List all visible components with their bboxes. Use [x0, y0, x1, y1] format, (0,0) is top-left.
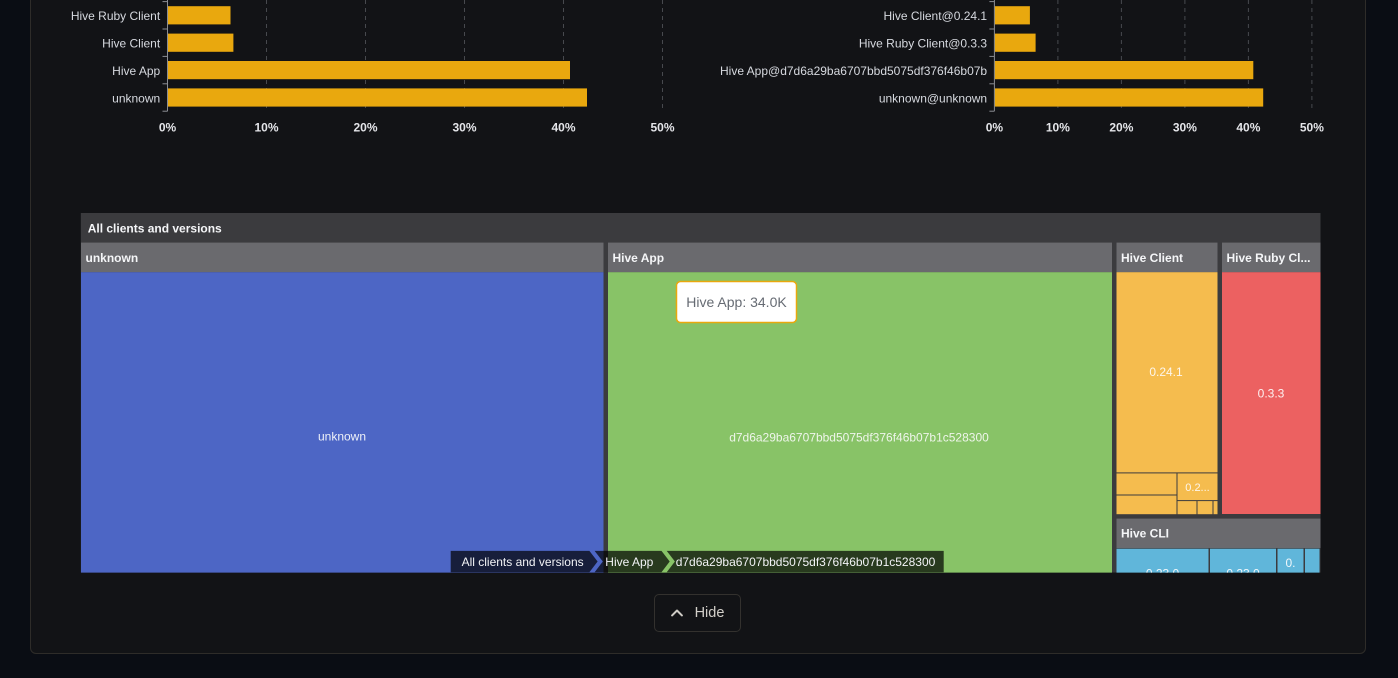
svg-text:Hive App: Hive App — [613, 251, 665, 265]
svg-text:d7d6a29ba6707bbd5075df376f46b0: d7d6a29ba6707bbd5075df376f46b07b1c528300 — [676, 555, 936, 569]
svg-text:0.2...: 0.2... — [1185, 482, 1209, 494]
svg-text:30%: 30% — [1173, 120, 1197, 134]
svg-text:Hive Client: Hive Client — [102, 37, 161, 51]
svg-text:10%: 10% — [1046, 120, 1070, 134]
svg-text:50%: 50% — [1300, 120, 1324, 134]
svg-text:unknown@unknown: unknown@unknown — [879, 91, 987, 105]
svg-text:Hive App: 34.0K: Hive App: 34.0K — [686, 294, 787, 310]
svg-text:All clients and versions: All clients and versions — [462, 555, 584, 569]
svg-text:20%: 20% — [1109, 120, 1133, 134]
svg-text:Hive Client: Hive Client — [1121, 251, 1183, 265]
svg-text:0.24.1: 0.24.1 — [1149, 365, 1183, 379]
svg-text:Hive CLI: Hive CLI — [1121, 527, 1169, 541]
svg-text:unknown: unknown — [318, 430, 366, 444]
svg-text:0%: 0% — [159, 120, 177, 134]
svg-text:Hive Ruby Client: Hive Ruby Client — [71, 9, 161, 23]
svg-text:unknown: unknown — [86, 251, 139, 265]
svg-text:10%: 10% — [254, 120, 278, 134]
svg-text:d7d6a29ba6707bbd5075df376f46b0: d7d6a29ba6707bbd5075df376f46b07b1c528300 — [729, 431, 989, 445]
svg-text:Hive App: Hive App — [605, 555, 653, 569]
svg-text:Hive App: Hive App — [112, 64, 160, 78]
svg-text:40%: 40% — [1236, 120, 1260, 134]
svg-text:50%: 50% — [650, 120, 674, 134]
svg-text:0.23.0: 0.23.0 — [1226, 567, 1260, 581]
svg-text:30%: 30% — [452, 120, 476, 134]
svg-text:0%: 0% — [986, 120, 1004, 134]
svg-text:Hive Ruby Cl...: Hive Ruby Cl... — [1227, 251, 1311, 265]
svg-text:Hive Ruby Client@0.3.3: Hive Ruby Client@0.3.3 — [859, 37, 988, 51]
svg-text:0.3.3: 0.3.3 — [1258, 387, 1285, 401]
svg-text:40%: 40% — [551, 120, 575, 134]
svg-text:0.: 0. — [1285, 556, 1295, 570]
svg-text:unknown: unknown — [112, 91, 160, 105]
svg-text:Hive Client@0.24.1: Hive Client@0.24.1 — [884, 9, 988, 23]
svg-text:0.23.0: 0.23.0 — [1146, 567, 1180, 581]
svg-text:Hive App@d7d6a29ba6707bbd5075d: Hive App@d7d6a29ba6707bbd5075df376f46b07… — [720, 64, 987, 78]
svg-text:20%: 20% — [353, 120, 377, 134]
svg-text:All clients and versions: All clients and versions — [88, 221, 222, 235]
